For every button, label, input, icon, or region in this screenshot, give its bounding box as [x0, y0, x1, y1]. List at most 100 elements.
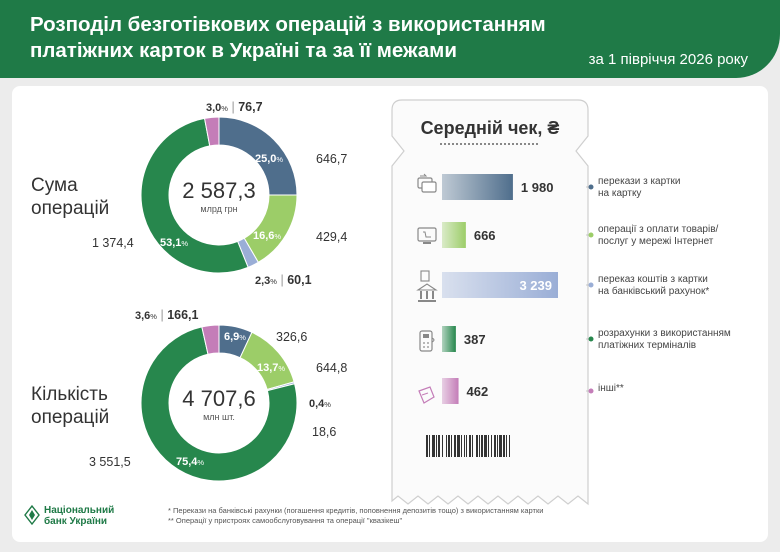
- receipt-paper: [391, 99, 589, 506]
- count-total-value: 4 707,6: [182, 386, 256, 411]
- count-total: 4 707,6 млн шт.: [164, 386, 274, 422]
- online-shop-icon: [417, 227, 437, 244]
- barcode-bar: [451, 435, 452, 457]
- bar-value-0: 1 980: [521, 180, 554, 195]
- count-hole: [170, 354, 268, 452]
- barcode-bar: [499, 435, 502, 457]
- count-total-unit: млн шт.: [203, 412, 235, 422]
- barcode-bar: [509, 435, 510, 457]
- bar-dot-4: [588, 388, 594, 394]
- sum-slice-terminals: [140, 117, 249, 274]
- count-other-label: 3,6% | 166,1: [135, 308, 199, 322]
- barcode-bar: [481, 435, 483, 457]
- bar-desc-3-0: розрахунки з використанням: [598, 328, 731, 339]
- bar-desc-1-1: послуг у мережі Інтернет: [598, 236, 714, 247]
- barcode-bar: [446, 435, 447, 457]
- barcode-bar: [476, 435, 478, 457]
- barcode-bar: [442, 435, 443, 457]
- sum-other-label: 3,0% | 76,7: [206, 100, 263, 114]
- barcode: [426, 435, 510, 457]
- bar-1: [442, 222, 466, 248]
- nbu-logo-icon: [24, 505, 40, 525]
- sum-total-value: 2 587,3: [182, 178, 256, 203]
- sum-donut-chart: [140, 116, 298, 274]
- count-slice-other: [201, 324, 220, 355]
- footnote-2: ** Операції у пристроях самообслуговуван…: [168, 516, 403, 525]
- bar-desc-0-0: перекази з картки: [598, 176, 681, 187]
- footnote-1: * Перекази на банківські рахунки (погаше…: [168, 506, 544, 515]
- header-banner: Розподіл безготівкових операцій з викори…: [0, 0, 780, 78]
- bank-icon: [416, 270, 438, 302]
- bar-dot-3: [588, 336, 594, 342]
- card-transfer-icon: [417, 173, 437, 193]
- count-bank-label: 0,4%: [309, 398, 331, 410]
- sum-total: 2 587,3 млрд грн: [164, 178, 274, 214]
- bar-dot-0: [588, 184, 594, 190]
- barcode-bar: [448, 435, 450, 457]
- sum-terminals-value: 1 374,4: [92, 236, 134, 250]
- sum-internet-pct: 16,6%: [253, 230, 282, 242]
- receipt-title-underline: [440, 143, 538, 145]
- sum-hole: [170, 146, 268, 244]
- barcode-bar: [506, 435, 507, 457]
- barcode-bar: [454, 435, 456, 457]
- bar-value-2: 3 239: [519, 278, 552, 293]
- barcode-bar: [432, 435, 435, 457]
- count-internet-value: 644,8: [316, 361, 348, 375]
- bar-value-4: 462: [467, 384, 489, 399]
- barcode-bar: [494, 435, 496, 457]
- sum-total-unit: млрд грн: [200, 204, 238, 214]
- bar-desc-4-0: інші**: [598, 383, 624, 394]
- barcode-bar: [491, 435, 492, 457]
- barcode-bar: [497, 435, 498, 457]
- count-chart-label: Кількість операцій: [31, 384, 110, 428]
- sum-p2p-value: 646,7: [316, 152, 348, 166]
- sum-p2p-pct: 25,0%: [255, 153, 284, 165]
- page-title: Розподіл безготівкових операцій з викори…: [30, 13, 546, 62]
- barcode-bar: [429, 435, 430, 457]
- content-card: [12, 86, 768, 542]
- sum-bank-label: 2,3% | 60,1: [255, 273, 312, 287]
- barcode-bar: [457, 435, 460, 457]
- barcode-bar: [436, 435, 437, 457]
- bar-desc-2-0: переказ коштів з картки: [598, 274, 708, 285]
- bar-4: [442, 378, 459, 404]
- barcode-bar: [469, 435, 471, 457]
- barcode-bar: [461, 435, 462, 457]
- bar-value-1: 666: [474, 228, 496, 243]
- footnotes: * Перекази на банківські рахунки (погаше…: [168, 506, 608, 526]
- barcode-bar: [438, 435, 440, 457]
- bar-dot-2: [588, 282, 594, 288]
- bar-desc-0-1: на картку: [598, 188, 641, 199]
- bar-0: [442, 174, 513, 200]
- barcode-bar: [426, 435, 428, 457]
- receipt-title: Середній чек, ₴: [420, 118, 560, 138]
- barcode-bar: [488, 435, 489, 457]
- barcode-bar: [466, 435, 467, 457]
- barcode-bar: [472, 435, 473, 457]
- sum-terminals-pct: 53,1%: [160, 237, 189, 249]
- sum-chart-label: Сума операцій: [31, 175, 110, 219]
- nbu-logo-text: Національний банк України: [44, 505, 115, 527]
- count-donut-chart: [140, 324, 298, 482]
- bar-3: [442, 326, 456, 352]
- count-bank-value: 18,6: [312, 425, 337, 439]
- count-terminals-pct: 75,4%: [176, 456, 205, 468]
- bar-2: [442, 272, 558, 298]
- count-slice-terminals: [140, 326, 298, 482]
- count-terminals-value: 3 551,5: [89, 455, 131, 469]
- bar-desc-2-1: на банківський рахунок*: [598, 285, 709, 297]
- count-p2p-pct: 6,9%: [224, 331, 246, 343]
- bar-desc-1-0: операції з оплати товарів/: [598, 224, 719, 235]
- bar-desc-3-1: платіжних терміналів: [598, 340, 696, 351]
- period-label: за 1 півріччя 2026 року: [588, 51, 748, 68]
- sum-other-pct: 3,0%: [206, 102, 228, 114]
- barcode-bar: [503, 435, 505, 457]
- barcode-bar: [464, 435, 465, 457]
- pos-terminal-icon: [419, 330, 435, 352]
- sum-internet-value: 429,4: [316, 230, 348, 244]
- other-hand-icon: [418, 386, 435, 404]
- bar-value-3: 387: [464, 332, 486, 347]
- sum-other-value: 76,7: [238, 100, 263, 114]
